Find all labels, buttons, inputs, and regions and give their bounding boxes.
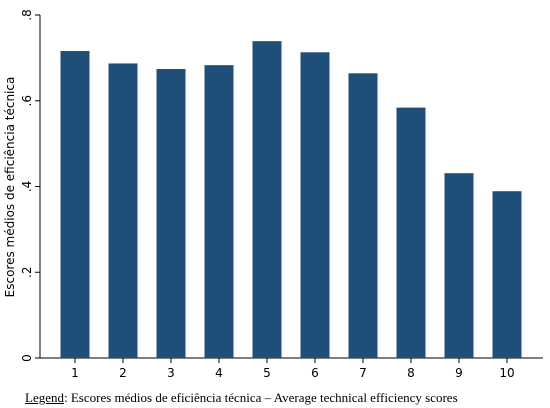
y-tick-label: .2 xyxy=(20,267,34,278)
y-axis-label: Escores médios de eficiência técnica xyxy=(3,77,17,298)
x-ticks: 1 2 3 4 5 6 7 8 9 10 xyxy=(71,358,515,380)
bar-4 xyxy=(204,65,234,358)
x-tick-label: 6 xyxy=(311,366,319,380)
x-tick-label: 3 xyxy=(167,366,175,380)
x-tick-label: 9 xyxy=(455,366,463,380)
x-tick-label: 7 xyxy=(359,366,367,380)
bar-7 xyxy=(348,73,378,358)
y-tick-label: 0 xyxy=(20,354,34,362)
legend-label: Legend xyxy=(25,390,64,405)
bar-8 xyxy=(396,107,426,358)
y-tick-label: .8 xyxy=(20,9,34,20)
bar-10 xyxy=(492,191,522,358)
bar-2 xyxy=(108,63,138,358)
x-tick-label: 2 xyxy=(119,366,127,380)
bar-1 xyxy=(60,51,90,358)
bar-9 xyxy=(444,173,474,358)
x-tick-label: 1 xyxy=(71,366,79,380)
bar-5 xyxy=(252,41,282,359)
y-tick-label: .4 xyxy=(20,181,34,192)
legend-text: : Escores médios de eficiência técnica –… xyxy=(63,390,458,405)
x-tick-label: 4 xyxy=(215,366,223,380)
x-tick-label: 8 xyxy=(407,366,415,380)
y-tick-label: .6 xyxy=(20,95,34,106)
y-ticks: 0 .2 .4 .6 .8 xyxy=(20,9,40,362)
x-tick-label: 10 xyxy=(499,366,514,380)
bar-6 xyxy=(300,52,330,359)
bar-chart: 0 .2 .4 .6 .8 1 2 3 4 5 6 7 8 9 10 Escores médios de … xyxy=(3,9,543,380)
bar-3 xyxy=(156,69,186,359)
legend-caption: Legend: Escores médios de eficiência téc… xyxy=(25,390,545,406)
x-tick-label: 5 xyxy=(263,366,271,380)
bars xyxy=(60,41,522,359)
